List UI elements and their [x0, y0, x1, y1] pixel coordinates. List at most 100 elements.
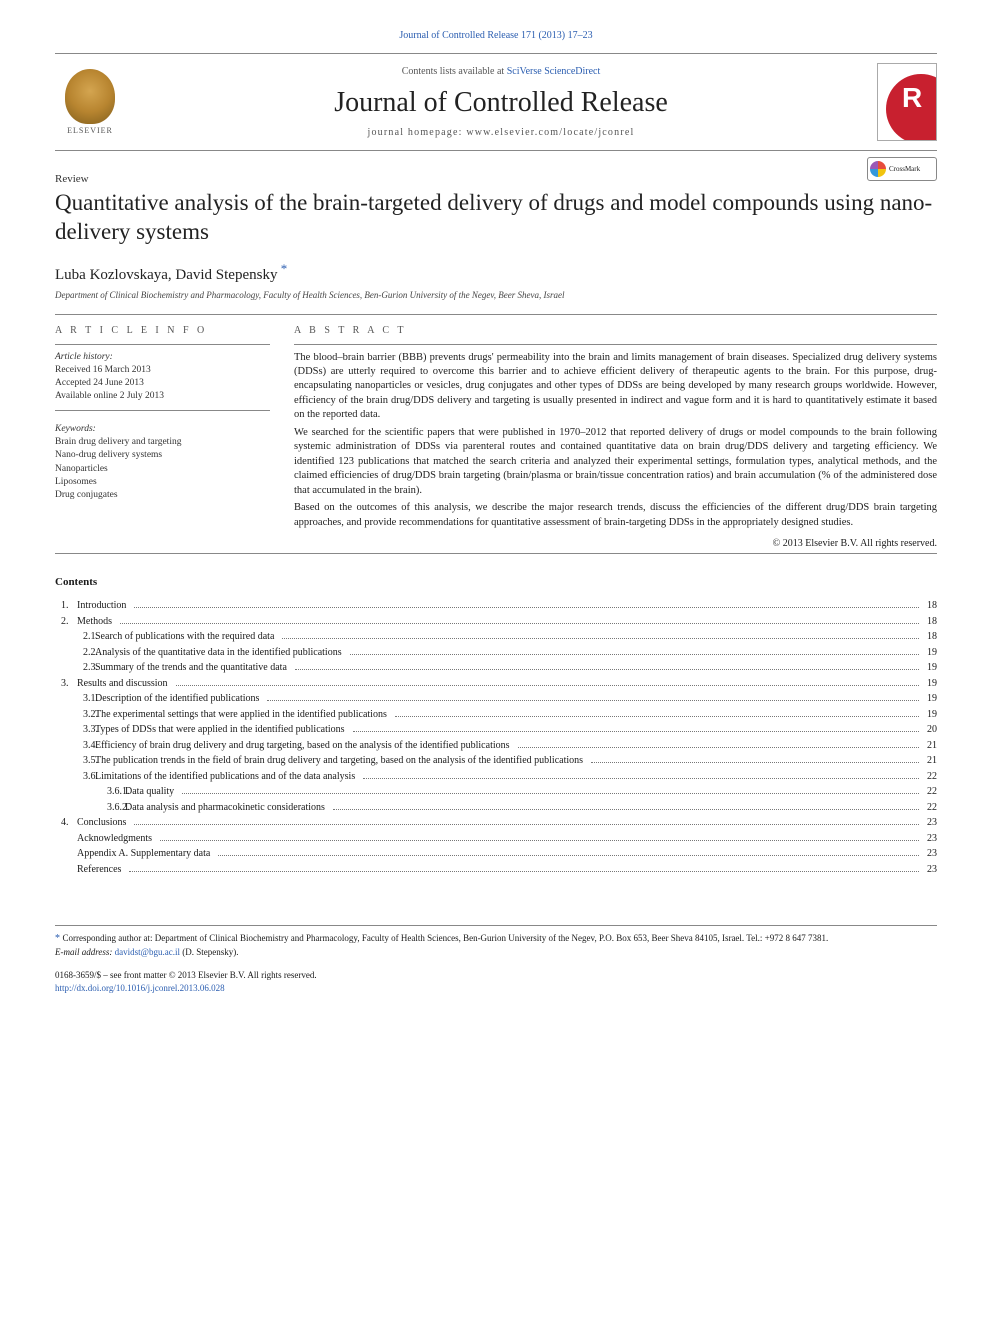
toc-page: 21 [923, 753, 937, 769]
toc-label: Methods [77, 614, 116, 630]
toc-leader-dots [120, 623, 919, 624]
sciencedirect-link[interactable]: SciVerse ScienceDirect [507, 66, 601, 77]
toc-row[interactable]: 3.6.1.Data quality22 [55, 784, 937, 800]
elsevier-logo[interactable]: ELSEVIER [55, 62, 125, 142]
journal-citation[interactable]: Journal of Controlled Release 171 (2013)… [55, 30, 937, 41]
elsevier-label: ELSEVIER [67, 126, 113, 135]
toc-row[interactable]: 3.2.The experimental settings that were … [55, 707, 937, 723]
toc-row[interactable]: 2.Methods18 [55, 614, 937, 630]
divider [55, 410, 270, 411]
toc-number: 3. [55, 676, 77, 692]
toc-page: 19 [923, 707, 937, 723]
article-type: Review [55, 173, 937, 185]
toc-label: Types of DDSs that were applied in the i… [95, 722, 349, 738]
email-link[interactable]: davidst@bgu.ac.il [115, 947, 180, 957]
toc-number: 2.1. [55, 629, 95, 645]
keyword: Nano-drug delivery systems [55, 449, 270, 462]
toc-row[interactable]: Acknowledgments23 [55, 831, 937, 847]
toc-number: 1. [55, 598, 77, 614]
doi-link[interactable]: http://dx.doi.org/10.1016/j.jconrel.2013… [55, 983, 225, 993]
toc-page: 23 [923, 831, 937, 847]
toc-page: 22 [923, 769, 937, 785]
crossmark-icon [870, 161, 886, 177]
toc-row[interactable]: 3.6.Limitations of the identified public… [55, 769, 937, 785]
email-label: E-mail address: [55, 947, 115, 957]
toc-row[interactable]: 2.2.Analysis of the quantitative data in… [55, 645, 937, 661]
toc-label: Analysis of the quantitative data in the… [95, 645, 346, 661]
journal-homepage: journal homepage: www.elsevier.com/locat… [125, 127, 877, 138]
toc-page: 18 [923, 614, 937, 630]
authors-line: Luba Kozlovskaya, David Stepensky * [55, 261, 937, 284]
toc-row[interactable]: 4.Conclusions23 [55, 815, 937, 831]
toc-number: 4. [55, 815, 77, 831]
crossmark-badge[interactable]: CrossMark [867, 157, 937, 181]
toc-page: 20 [923, 722, 937, 738]
abstract-p1: The blood–brain barrier (BBB) prevents d… [294, 351, 937, 423]
divider [55, 344, 270, 345]
toc-row[interactable]: 3.Results and discussion 19 [55, 676, 937, 692]
divider [55, 314, 937, 315]
toc-row[interactable]: 3.3.Types of DDSs that were applied in t… [55, 722, 937, 738]
toc-label: Data analysis and pharmacokinetic consid… [125, 800, 329, 816]
toc-number: 3.6. [55, 769, 95, 785]
toc-row[interactable]: 1.Introduction 18 [55, 598, 937, 614]
toc-label: Results and discussion [77, 676, 172, 692]
toc-leader-dots [134, 607, 919, 608]
toc-page: 18 [923, 598, 937, 614]
toc-leader-dots [182, 793, 919, 794]
contents-available-line: Contents lists available at SciVerse Sci… [125, 66, 877, 77]
toc-row[interactable]: 3.5.The publication trends in the field … [55, 753, 937, 769]
toc-leader-dots [363, 778, 919, 779]
online-date: Available online 2 July 2013 [55, 390, 270, 403]
toc-leader-dots [129, 871, 919, 872]
toc-page: 22 [923, 800, 937, 816]
bottom-meta: 0168-3659/$ – see front matter © 2013 El… [55, 969, 937, 994]
history-label: Article history: [55, 351, 270, 364]
toc-row[interactable]: Appendix A. Supplementary data23 [55, 846, 937, 862]
toc-leader-dots [591, 762, 919, 763]
article-info: Article history: Received 16 March 2013 … [55, 351, 270, 503]
footnotes: * Corresponding author at: Department of… [55, 925, 937, 959]
abstract-p3: Based on the outcomes of this analysis, … [294, 501, 937, 530]
toc-label: Conclusions [77, 815, 130, 831]
toc-leader-dots [333, 809, 919, 810]
toc-number: 3.6.2. [55, 800, 125, 816]
toc-row[interactable]: 3.1.Description of the identified public… [55, 691, 937, 707]
toc-row[interactable]: 3.4.Efficiency of brain drug delivery an… [55, 738, 937, 754]
toc-row[interactable]: References23 [55, 862, 937, 878]
cover-graphic-icon [886, 74, 937, 141]
homepage-label: journal homepage: [368, 127, 467, 138]
toc-page: 18 [923, 629, 937, 645]
toc-label: Efficiency of brain drug delivery and dr… [95, 738, 514, 754]
keyword: Liposomes [55, 476, 270, 489]
keyword: Nanoparticles [55, 463, 270, 476]
toc-label: References [77, 862, 125, 878]
toc-number: 2.2. [55, 645, 95, 661]
toc-number: 3.1. [55, 691, 95, 707]
toc-label: Introduction [77, 598, 130, 614]
toc-number: 3.6.1. [55, 784, 125, 800]
toc-row[interactable]: 3.6.2.Data analysis and pharmacokinetic … [55, 800, 937, 816]
toc-leader-dots [176, 685, 919, 686]
authors-names: Luba Kozlovskaya, David Stepensky [55, 267, 277, 283]
table-of-contents: 1.Introduction182.Methods182.1.Search of… [55, 598, 937, 877]
journal-header: ELSEVIER Contents lists available at Sci… [55, 53, 937, 151]
received-date: Received 16 March 2013 [55, 364, 270, 377]
toc-label: Description of the identified publicatio… [95, 691, 263, 707]
toc-leader-dots [134, 824, 919, 825]
toc-page: 19 [923, 676, 937, 692]
toc-leader-dots [282, 638, 919, 639]
homepage-url[interactable]: www.elsevier.com/locate/jconrel [466, 127, 634, 138]
toc-number: 3.2. [55, 707, 95, 723]
crossmark-label: CrossMark [889, 165, 920, 173]
toc-number: 2.3. [55, 660, 95, 676]
article-info-heading: A R T I C L E I N F O [55, 325, 270, 336]
abstract-p2: We searched for the scientific papers th… [294, 426, 937, 498]
toc-row[interactable]: 2.3.Summary of the trends and the quanti… [55, 660, 937, 676]
toc-leader-dots [350, 654, 919, 655]
toc-row[interactable]: 2.1.Search of publications with the requ… [55, 629, 937, 645]
journal-cover-thumb[interactable] [877, 63, 937, 141]
divider [294, 344, 937, 345]
toc-leader-dots [518, 747, 919, 748]
issn-line: 0168-3659/$ – see front matter © 2013 El… [55, 969, 937, 982]
